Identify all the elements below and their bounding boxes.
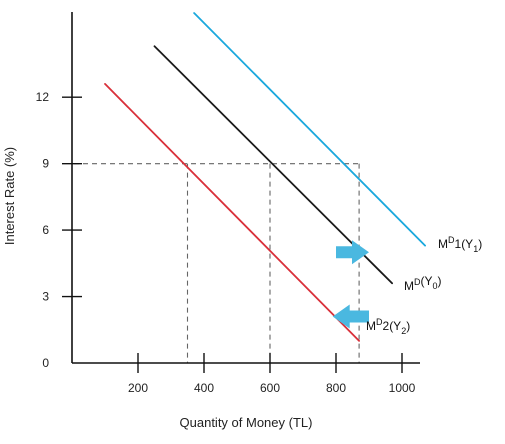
series-label: MD2(Y2): [366, 317, 410, 336]
series-line: [104, 83, 361, 342]
axes: [71, 12, 420, 364]
y-axis-title: Interest Rate (%): [2, 147, 17, 245]
shift-left-arrow-icon: [332, 304, 369, 329]
x-tick-label: 400: [194, 381, 214, 395]
ticks: 200 400 600 800 1000 0 3 6 9 12: [36, 90, 416, 395]
shift-arrows: [332, 240, 369, 329]
x-tick-label: 200: [128, 381, 148, 395]
shift-right-arrow-icon: [336, 240, 369, 265]
y-tick-label: 3: [42, 290, 49, 304]
y-tick-label: 6: [42, 223, 49, 237]
x-tick-label: 600: [260, 381, 280, 395]
y-tick-label: 0: [42, 356, 49, 370]
y-tick-label: 9: [42, 157, 49, 171]
reference-lines: [74, 163, 360, 363]
curve-labels: MD1(Y1) MD(Y0) MD2(Y2): [366, 235, 482, 336]
series-lines: [104, 12, 427, 342]
x-axis-title: Quantity of Money (TL): [180, 415, 313, 430]
x-tick-label: 1000: [389, 381, 416, 395]
series-label: MD1(Y1): [438, 235, 482, 254]
series-line: [193, 12, 427, 247]
x-tick-label: 800: [326, 381, 346, 395]
y-tick-label: 12: [36, 90, 50, 104]
series-label: MD(Y0): [404, 274, 442, 293]
